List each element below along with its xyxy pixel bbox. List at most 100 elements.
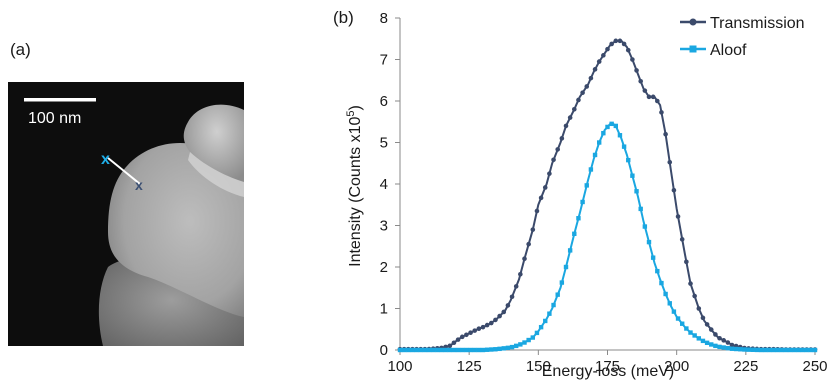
data-point <box>617 38 623 44</box>
data-point <box>435 347 440 353</box>
data-point <box>617 133 623 138</box>
data-point <box>717 335 722 341</box>
data-point <box>538 195 544 201</box>
scalebar <box>24 98 96 102</box>
data-point <box>713 332 718 337</box>
data-point <box>634 189 639 194</box>
panel-b-label: (b) <box>333 8 354 27</box>
data-point <box>717 344 722 350</box>
data-point <box>601 130 606 136</box>
data-point <box>667 159 673 165</box>
data-point <box>709 342 714 347</box>
y-tick-label: 3 <box>380 218 388 235</box>
data-point <box>551 302 556 308</box>
data-point <box>700 315 706 321</box>
data-point <box>605 46 610 52</box>
data-point <box>630 173 635 178</box>
data-point <box>501 309 507 315</box>
data-point <box>667 301 672 306</box>
data-point <box>431 347 436 353</box>
data-point <box>401 347 407 353</box>
y-tick-label: 5 <box>380 135 388 152</box>
data-point <box>680 321 685 326</box>
probe-end-marker: x <box>135 177 143 193</box>
legend-label: Transmission <box>710 15 805 32</box>
data-point <box>754 347 760 353</box>
scalebar-label: 100 nm <box>28 110 81 127</box>
data-point <box>729 342 735 348</box>
data-point <box>534 208 540 214</box>
data-point <box>559 136 565 141</box>
x-tick-label: 125 <box>457 358 482 375</box>
y-tick-label: 0 <box>380 342 388 359</box>
data-point <box>518 271 523 277</box>
data-point <box>605 124 610 130</box>
data-point <box>684 326 689 331</box>
data-point <box>650 255 656 260</box>
chart-axes: 100 125 150 175 200 225 250 0 1 2 3 4 5 6 7 8 <box>380 10 828 375</box>
data-point <box>597 140 602 145</box>
probe-start-marker: x <box>101 151 110 168</box>
x-tick-label: 200 <box>664 358 689 375</box>
data-point <box>447 347 452 353</box>
data-point <box>596 59 602 64</box>
data-point <box>451 347 457 353</box>
data-point <box>439 347 444 353</box>
data-point <box>758 347 764 353</box>
series-line-transmission <box>400 39 815 351</box>
data-point <box>621 41 627 47</box>
data-point <box>505 345 511 351</box>
data-point <box>497 313 502 319</box>
data-point <box>559 280 565 285</box>
data-point <box>447 343 453 349</box>
data-point <box>721 338 726 343</box>
data-point <box>638 78 643 84</box>
data-point <box>771 347 776 353</box>
series-points-aloof <box>397 121 818 353</box>
x-tick-label: 150 <box>526 358 551 375</box>
data-point <box>455 347 461 353</box>
data-point <box>696 306 702 311</box>
data-point <box>547 311 552 316</box>
probe-line <box>107 157 141 185</box>
data-point <box>509 294 515 300</box>
y-tick-label: 1 <box>380 301 388 318</box>
data-point <box>626 157 631 163</box>
x-tick-label: 100 <box>387 358 412 375</box>
data-point <box>779 347 784 353</box>
data-point <box>414 347 419 353</box>
data-point <box>763 347 768 353</box>
data-point <box>804 347 809 353</box>
data-point <box>746 347 751 352</box>
data-point <box>684 259 689 265</box>
data-point <box>493 317 498 323</box>
data-point <box>592 152 598 158</box>
data-point <box>671 309 677 314</box>
data-point <box>489 320 494 326</box>
data-point <box>451 340 457 346</box>
legend-marker <box>689 18 697 26</box>
series-line-aloof <box>400 122 815 351</box>
x-tick-label: 225 <box>733 358 758 375</box>
data-point <box>505 303 511 308</box>
data-point <box>522 340 527 345</box>
data-point <box>572 107 577 112</box>
data-point <box>530 335 535 340</box>
data-point <box>659 280 664 286</box>
data-point <box>613 123 618 129</box>
data-point <box>646 239 652 245</box>
y-tick-label: 4 <box>380 176 388 193</box>
data-point <box>675 214 681 219</box>
data-point <box>522 256 527 262</box>
data-point <box>443 347 448 353</box>
data-point <box>609 121 614 127</box>
data-point <box>692 293 697 299</box>
data-point <box>742 347 747 352</box>
data-point <box>422 347 428 353</box>
data-point <box>750 347 755 352</box>
data-point <box>796 347 801 353</box>
data-point <box>729 346 735 351</box>
data-point <box>812 347 818 353</box>
data-point <box>659 110 664 115</box>
data-point <box>783 347 789 353</box>
